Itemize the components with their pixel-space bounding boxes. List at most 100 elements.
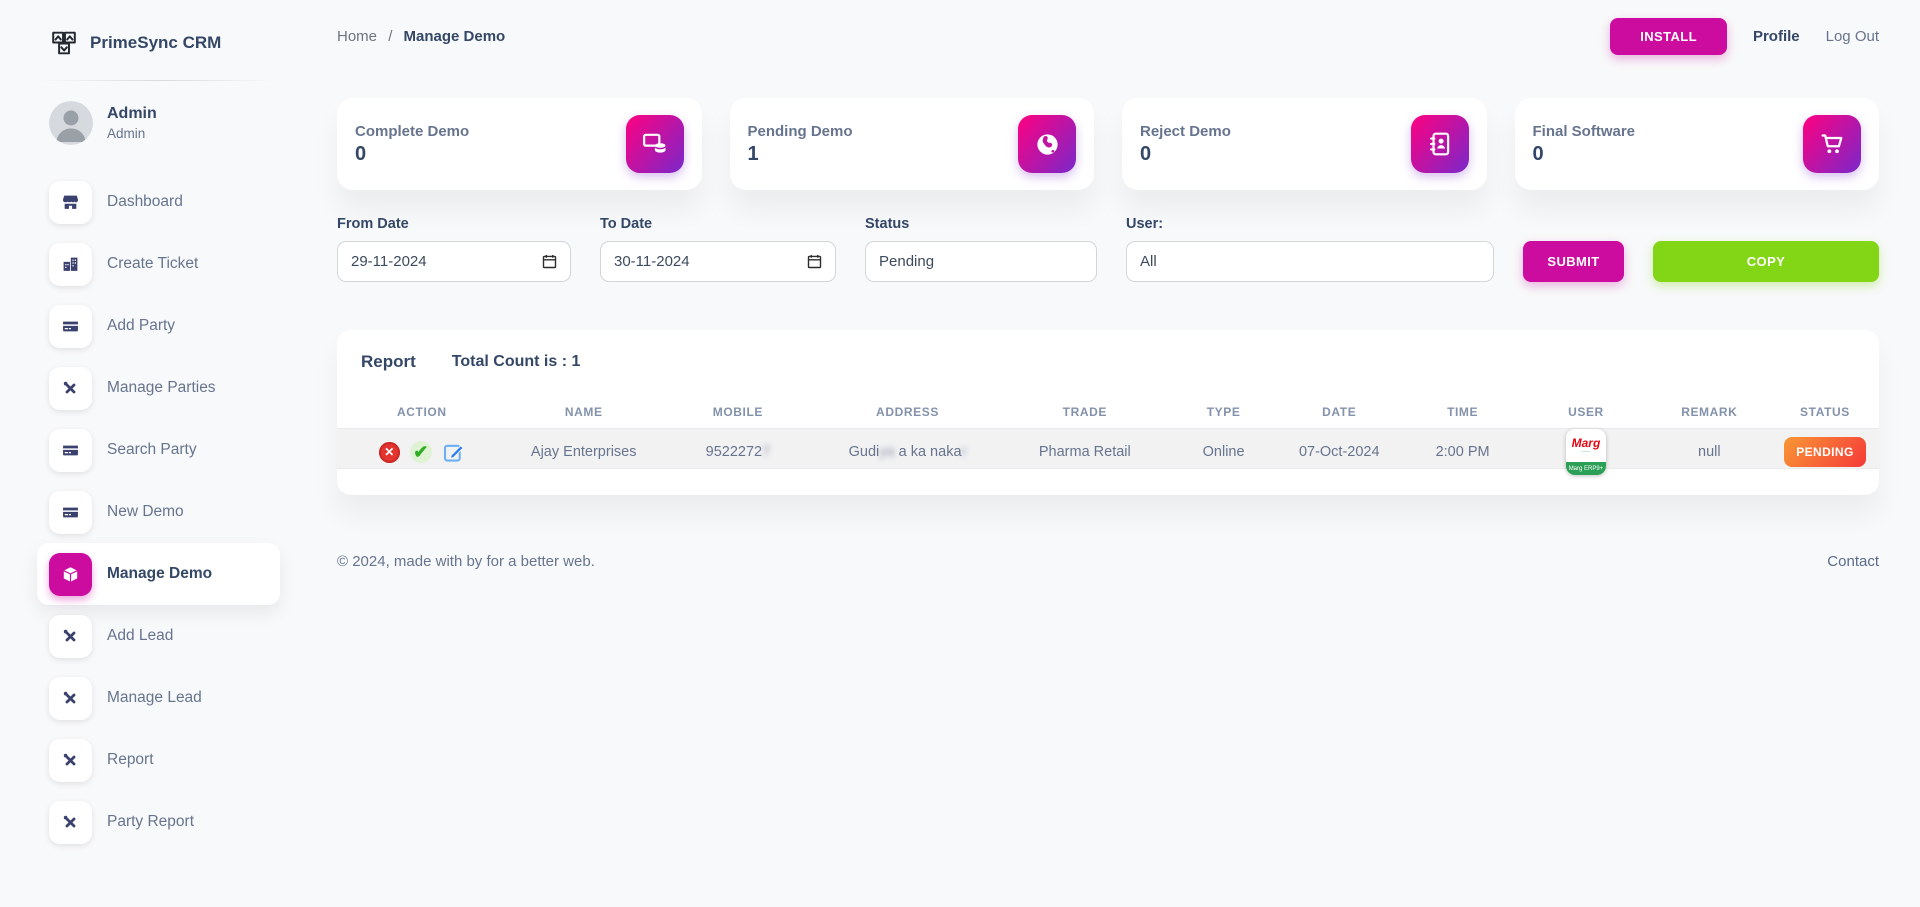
sidebar-item-label: Search Party xyxy=(107,441,197,458)
cell-date: 07-Oct-2024 xyxy=(1298,444,1380,460)
sidebar-item-add-party[interactable]: Add Party xyxy=(37,295,280,357)
office-icon xyxy=(49,242,92,286)
column-header-time: TIME xyxy=(1447,405,1479,419)
stat-card-value: 1 xyxy=(747,142,759,165)
stat-card-reject-demo: Reject Demo 0 xyxy=(1122,98,1487,190)
tools-icon xyxy=(49,614,92,658)
status-group: Status Pending xyxy=(865,216,1097,282)
column-header-status: STATUS xyxy=(1800,405,1850,419)
table-header-row: ACTION NAME MOBILE ADDRESS TRADE TYPE DA… xyxy=(337,396,1879,428)
from-date-label: From Date xyxy=(337,216,409,232)
tools-icon xyxy=(49,676,92,720)
profile-name: Admin xyxy=(107,105,157,122)
user-label: User: xyxy=(1126,216,1164,232)
cart-icon[interactable] xyxy=(1803,115,1861,173)
sidebar-profile: Admin Admin xyxy=(37,101,280,145)
user-group: User: All xyxy=(1126,216,1494,282)
sidebar-item-label: Manage Parties xyxy=(107,379,216,396)
filter-bar: From Date 29-11-2024 To Date 30-11-2024 xyxy=(337,216,1879,282)
sidebar-item-label: Add Lead xyxy=(107,627,174,644)
sidebar-item-label: Add Party xyxy=(107,317,176,334)
cell-mobile: 9522272 7 xyxy=(705,444,771,460)
stat-card-label: Final Software xyxy=(1532,122,1636,140)
breadcrumb: Home / Manage Demo xyxy=(337,28,505,45)
column-header-remark: REMARK xyxy=(1681,405,1738,419)
cell-address: Gudi ya a ka naka r xyxy=(848,444,967,460)
row-actions: ✕ ✔ xyxy=(337,441,507,464)
brand: PrimeSync CRM xyxy=(37,28,280,58)
sidebar-item-create-ticket[interactable]: Create Ticket xyxy=(37,233,280,295)
sidebar-item-party-report[interactable]: Party Report xyxy=(37,791,280,853)
stat-card-label: Complete Demo xyxy=(355,122,470,140)
sidebar-item-label: Create Ticket xyxy=(107,255,199,272)
edit-icon[interactable] xyxy=(442,441,465,464)
sidebar-item-label: Manage Lead xyxy=(107,689,202,706)
sidebar-item-label: Report xyxy=(107,751,154,768)
address-book-icon[interactable] xyxy=(1410,115,1469,173)
sidebar-item-manage-demo[interactable]: Manage Demo xyxy=(37,543,280,605)
cube-icon xyxy=(49,552,92,596)
tools-icon xyxy=(49,366,92,410)
to-date-group: To Date 30-11-2024 xyxy=(600,216,836,282)
sidebar-item-add-lead[interactable]: Add Lead xyxy=(37,605,280,667)
logout-link[interactable]: Log Out xyxy=(1825,27,1879,45)
tools-icon xyxy=(49,800,92,844)
report-total-count: Total Count is : 1 xyxy=(451,353,581,370)
topbar-actions: INSTALL Profile Log Out xyxy=(1610,17,1879,55)
user-value: All xyxy=(1140,253,1157,270)
column-header-user: USER xyxy=(1568,405,1604,419)
avatar xyxy=(49,101,93,145)
user-select[interactable]: All xyxy=(1126,241,1494,282)
globe-icon[interactable] xyxy=(1018,115,1076,173)
install-button[interactable]: INSTALL xyxy=(1610,17,1727,55)
delete-icon[interactable]: ✕ xyxy=(378,441,400,463)
cell-status: PENDING xyxy=(1771,437,1879,467)
breadcrumb-current: Manage Demo xyxy=(403,27,506,45)
credit-card-icon xyxy=(49,428,92,472)
to-date-label: To Date xyxy=(600,216,653,232)
status-label: Status xyxy=(865,216,910,232)
sidebar-item-report[interactable]: Report xyxy=(37,729,280,791)
sidebar-item-dashboard[interactable]: Dashboard xyxy=(37,171,280,233)
column-header-type: TYPE xyxy=(1206,405,1241,419)
contact-link[interactable]: Contact xyxy=(1827,553,1879,570)
stat-card-pending-demo: Pending Demo 1 xyxy=(729,98,1094,190)
sidebar-item-search-party[interactable]: Search Party xyxy=(37,419,280,481)
footer: © 2024, made with by for a better web. C… xyxy=(337,553,1879,570)
stat-card-label: Pending Demo xyxy=(747,122,853,140)
to-date-value: 30-11-2024 xyxy=(614,253,690,270)
to-date-input[interactable]: 30-11-2024 xyxy=(600,241,836,282)
from-date-group: From Date 29-11-2024 xyxy=(337,216,571,282)
stat-card-value: 0 xyxy=(1532,142,1544,165)
redacted-text: r xyxy=(961,444,967,460)
copy-button[interactable]: COPY xyxy=(1653,241,1879,282)
screen-coins-icon[interactable] xyxy=(625,115,684,173)
redacted-text: ya xyxy=(879,444,895,460)
calendar-icon[interactable] xyxy=(807,254,822,269)
brand-name: PrimeSync CRM xyxy=(90,33,222,52)
user-logo-avatar: Marg ~~~~ Marg ERP9+ xyxy=(1565,429,1606,475)
cell-time: 2:00 PM xyxy=(1435,444,1490,460)
sidebar-item-label: Dashboard xyxy=(107,193,183,210)
status-select[interactable]: Pending xyxy=(865,241,1097,282)
approve-check-icon[interactable]: ✔ xyxy=(409,441,432,463)
sidebar-item-manage-parties[interactable]: Manage Parties xyxy=(37,357,280,419)
cell-remark: null xyxy=(1698,444,1721,460)
sidebar-item-new-demo[interactable]: New Demo xyxy=(37,481,280,543)
stat-cards: Complete Demo 0 Pending Demo xyxy=(337,98,1879,190)
report-panel: Report Total Count is : 1 ACTION NAME MO… xyxy=(337,330,1879,495)
sidebar-item-manage-lead[interactable]: Manage Lead xyxy=(37,667,280,729)
calendar-icon[interactable] xyxy=(542,254,557,269)
topbar: Home / Manage Demo INSTALL Profile Log O… xyxy=(337,16,1879,56)
column-header-action: ACTION xyxy=(397,405,447,419)
breadcrumb-separator: / xyxy=(388,27,393,45)
submit-button[interactable]: SUBMIT xyxy=(1523,241,1624,282)
from-date-value: 29-11-2024 xyxy=(351,253,427,270)
breadcrumb-home[interactable]: Home xyxy=(337,27,378,45)
stat-card-value: 0 xyxy=(355,142,367,165)
profile-link[interactable]: Profile xyxy=(1752,27,1800,45)
shop-icon xyxy=(49,180,92,224)
sidebar-item-label: New Demo xyxy=(107,503,184,520)
from-date-input[interactable]: 29-11-2024 xyxy=(337,241,571,282)
